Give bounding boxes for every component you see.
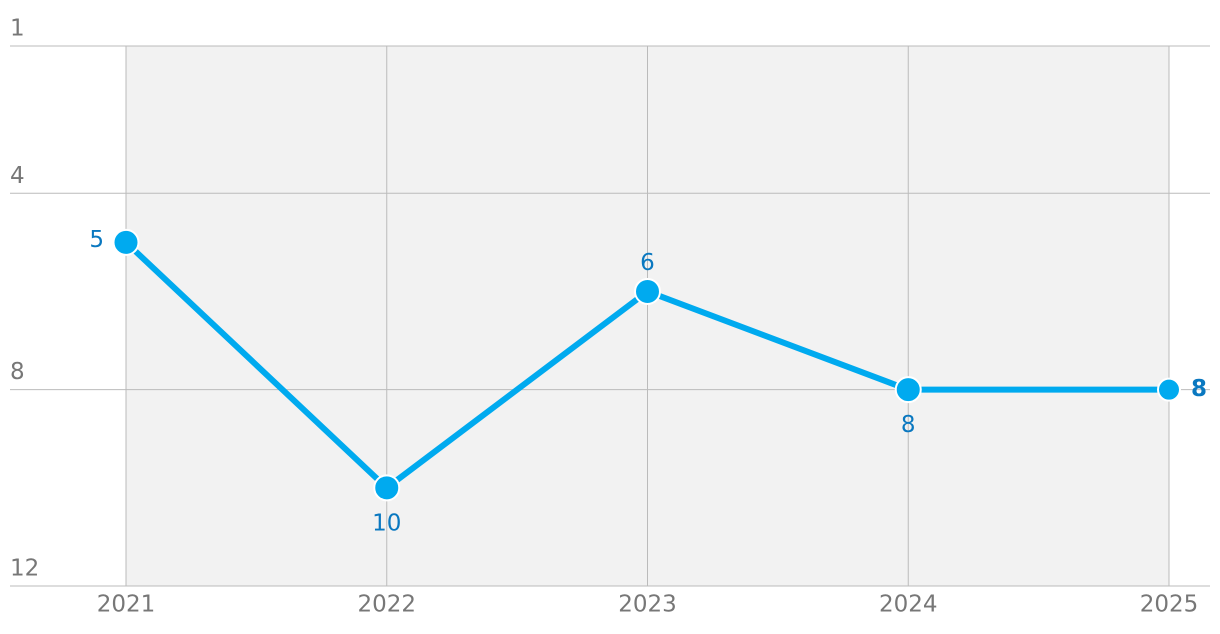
- data-point: [1157, 377, 1181, 402]
- data-point: [373, 474, 401, 502]
- data-label: 8: [901, 412, 916, 438]
- data-point: [634, 277, 661, 305]
- y-tick-label: 4: [10, 163, 25, 189]
- data-label: 8: [1191, 376, 1207, 402]
- x-tick-label: 2022: [357, 592, 416, 618]
- y-tick-label: 12: [10, 556, 39, 582]
- y-tick-label: 1: [10, 16, 25, 42]
- y-tick-label: 8: [10, 359, 25, 385]
- data-point: [112, 228, 140, 256]
- x-tick-label: 2023: [618, 592, 677, 618]
- x-tick-label: 2021: [97, 592, 156, 618]
- x-tick-label: 2025: [1140, 592, 1199, 618]
- data-label: 10: [372, 510, 401, 536]
- data-label: 5: [89, 227, 104, 253]
- data-label: 6: [640, 250, 655, 276]
- x-tick-label: 2024: [879, 592, 938, 618]
- data-point: [894, 376, 922, 404]
